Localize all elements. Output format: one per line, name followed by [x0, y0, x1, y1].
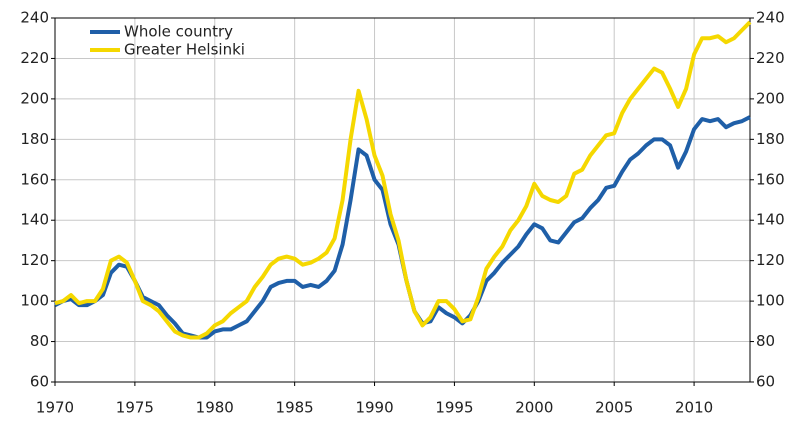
y2-tick-label: 160: [756, 170, 785, 188]
plot-frame: [54, 17, 751, 383]
legend-label: Whole country: [124, 23, 233, 41]
legend-label: Greater Helsinki: [124, 41, 245, 59]
y2-tick-label: 60: [756, 373, 775, 391]
y2-tick-label: 100: [756, 292, 785, 310]
x-tick-label: 1970: [36, 399, 74, 417]
x-tick-label: 1980: [196, 399, 234, 417]
y-tick-label: 200: [20, 89, 49, 107]
series-line: [54, 20, 752, 340]
y2-tick-label: 220: [756, 49, 785, 67]
y-tick-label: 100: [20, 292, 49, 310]
x-tick-label: 2005: [595, 399, 633, 417]
x-tick-label: 2010: [675, 399, 713, 417]
y-tick-label: 180: [20, 130, 49, 148]
y2-tick-label: 140: [756, 211, 785, 229]
y2-tick-label: 80: [756, 332, 775, 350]
x-tick-label: 1985: [276, 399, 314, 417]
y-tick-label: 140: [20, 211, 49, 229]
y2-tick-label: 240: [756, 9, 785, 27]
y-tick-label: 220: [20, 49, 49, 67]
x-tick-label: 2000: [515, 399, 553, 417]
y-tick-label: 240: [20, 9, 49, 27]
x-tick-label: 1975: [116, 399, 154, 417]
x-tick-label: 1995: [435, 399, 473, 417]
y2-tick-label: 120: [756, 251, 785, 269]
y-tick-label: 60: [30, 373, 49, 391]
x-tick-label: 1990: [355, 399, 393, 417]
y2-tick-label: 180: [756, 130, 785, 148]
y-tick-label: 160: [20, 170, 49, 188]
series-line: [54, 115, 751, 340]
y2-tick-label: 200: [756, 89, 785, 107]
y-tick-label: 80: [30, 332, 49, 350]
y-tick-label: 120: [20, 251, 49, 269]
